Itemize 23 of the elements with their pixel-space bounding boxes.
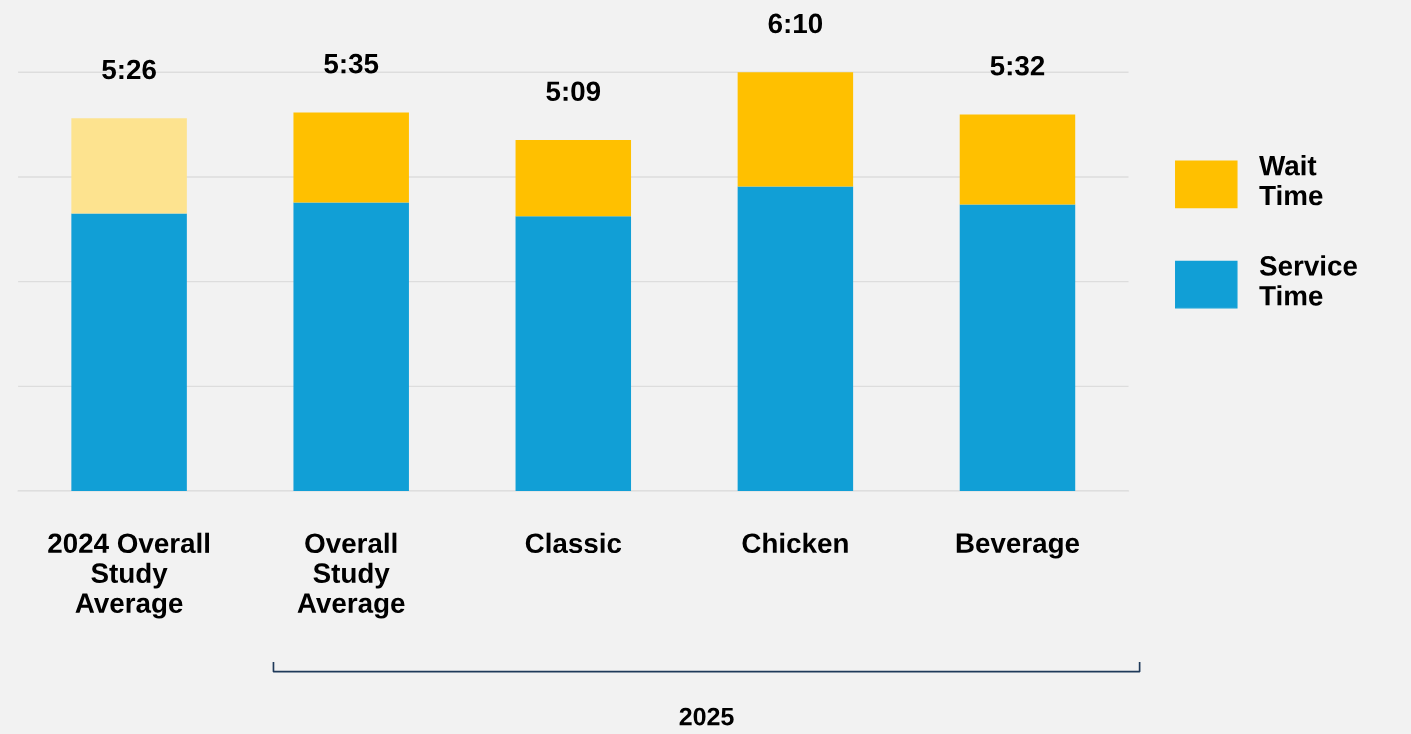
bar — [515, 216, 632, 492]
annotation: 6:10 — [768, 13, 823, 34]
x-tick-label: Overall Study Average — [297, 532, 405, 619]
bar — [515, 140, 632, 217]
legend-label: Service Time — [1259, 255, 1357, 306]
annotation: 5:32 — [990, 55, 1045, 76]
legend-label: Wait Time — [1259, 155, 1323, 206]
annotation: 5:26 — [102, 59, 156, 80]
annotation: 5:09 — [546, 81, 601, 102]
bar — [71, 118, 187, 214]
bar — [737, 186, 854, 492]
x-tick-label: Beverage — [956, 533, 1080, 559]
bar — [959, 114, 1076, 205]
bar — [293, 202, 409, 492]
text: 2025 — [679, 707, 734, 726]
bar — [737, 72, 854, 187]
x-tick-label: Chicken — [742, 532, 848, 554]
annotation: 5:35 — [324, 53, 379, 74]
bar — [959, 204, 1076, 492]
x-tick-label: 2024 Overall Study Average — [48, 532, 209, 619]
x-tick-label: Classic — [525, 532, 622, 554]
bar — [71, 213, 187, 492]
bar — [293, 112, 409, 203]
